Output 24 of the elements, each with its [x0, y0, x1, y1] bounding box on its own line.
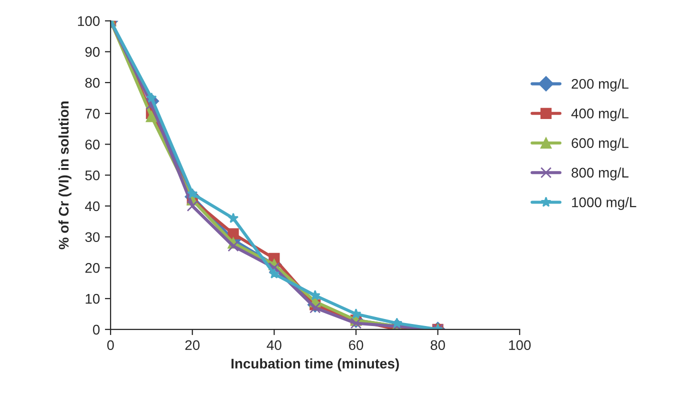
y-tick-label: 0 [92, 324, 100, 335]
y-tick-label: 70 [85, 108, 100, 119]
legend-label: 400 mg/L [571, 108, 628, 122]
x-tick-label: 40 [266, 340, 282, 350]
legend-label: 1000 mg/L [572, 197, 636, 210]
y-tick-label: 10 [86, 294, 100, 304]
x-tick-label: 60 [348, 340, 364, 350]
legend-label: 200 mg/L [572, 78, 628, 92]
y-axis-title: % of Cr (VI) in solution [58, 102, 72, 250]
y-tick-label: 20 [85, 263, 100, 273]
x-tick-label: 0 [107, 340, 114, 350]
legend-label: 600 mg/L [572, 138, 628, 151]
y-tick-label: 40 [85, 201, 100, 212]
x-axis-title: Incubation time (minutes) [232, 358, 399, 372]
legend-label: 800 mg/L [572, 167, 628, 180]
x-tick-label: 100 [509, 340, 531, 350]
x-tick-label: 20 [185, 340, 200, 350]
y-tick-label: 90 [85, 47, 100, 57]
y-tick-label: 80 [85, 78, 100, 88]
y-tick-label: 100 [78, 16, 100, 26]
y-tick-label: 50 [85, 170, 100, 180]
y-tick-label: 60 [85, 140, 100, 150]
x-tick-label: 80 [430, 340, 445, 350]
y-tick-label: 30 [85, 232, 100, 242]
